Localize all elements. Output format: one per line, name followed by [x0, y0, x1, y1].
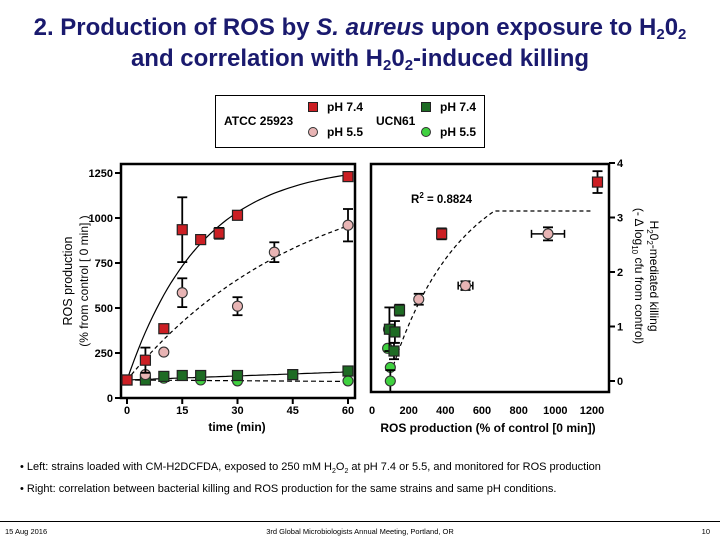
svg-text:(% from control [ 0 min] ): (% from control [ 0 min] )	[77, 215, 91, 346]
right-x-label: ROS production (% of control [0 min])	[380, 421, 595, 435]
legend-entry-ucn61-ph74: pH 7.4	[421, 100, 476, 114]
x-tick-label: 1000	[543, 405, 567, 417]
square-marker-icon	[176, 224, 188, 236]
circle-marker-icon	[459, 280, 472, 292]
y-tick-label: 500	[95, 303, 113, 315]
green-square-marker-icon	[421, 102, 431, 112]
x-tick-label: 800	[509, 405, 527, 417]
x-tick-label: 30	[231, 405, 243, 417]
y-tick-label: 0	[107, 393, 113, 405]
x-tick-label: 1200	[580, 405, 604, 417]
right-y-label: H202-mediated killing (- Δ log10 cfu fro…	[630, 208, 661, 344]
circle-marker-icon	[384, 375, 396, 387]
right-data-points	[382, 170, 604, 393]
chart-legend: ATCC 25923 pH 7.4 pH 5.5 UCN61 pH 7.4 pH…	[215, 95, 485, 148]
slide-title: 2. Production of ROS by S. aureus upon e…	[0, 12, 720, 74]
footer-page-number: 10	[701, 527, 710, 536]
slide-notes: • Left: strains loaded with CM-H2DCFDA, …	[20, 460, 710, 496]
x-tick-label: 60	[342, 405, 354, 417]
legend-entry-atcc-ph74: pH 7.4	[308, 100, 363, 114]
red-square-marker-icon	[308, 102, 318, 112]
square-marker-icon	[139, 354, 152, 366]
y-tick-label: 4	[617, 158, 624, 170]
left-x-axis: 0 15 30 45 60	[124, 398, 354, 417]
pink-circle-marker-icon	[308, 127, 318, 137]
y-tick-label: 1250	[89, 168, 113, 180]
species-name: S. aureus	[316, 14, 425, 41]
square-marker-icon	[231, 209, 244, 221]
x-tick-label: 600	[473, 405, 491, 417]
square-marker-icon	[121, 374, 133, 386]
svg-text:H202-mediated killing: H202-mediated killing	[645, 221, 661, 332]
footer-event: 3rd Global Microbiologists Annual Meetin…	[266, 527, 454, 536]
circle-marker-icon	[413, 293, 425, 305]
left-plot-frame	[119, 162, 357, 400]
bullet-left: • Left: strains loaded with CM-H2DCFDA, …	[20, 461, 601, 476]
left-data-points	[121, 171, 354, 387]
x-tick-label: 45	[287, 405, 299, 417]
square-marker-icon	[436, 228, 448, 240]
square-marker-icon	[176, 369, 188, 382]
legend-strain-ucn61: UCN61	[376, 114, 416, 128]
right-fit-curve	[390, 210, 592, 373]
y-tick-label: 2	[617, 267, 623, 279]
light-green-circle-marker-icon	[421, 127, 431, 137]
r-squared-annotation: R2 = 0.8824	[411, 191, 473, 206]
y-tick-label: 250	[95, 348, 113, 360]
right-plot-frame	[369, 162, 611, 394]
circle-marker-icon	[542, 228, 554, 240]
y-tick-label: 750	[95, 258, 113, 270]
legend-entry-atcc-ph55: pH 5.5	[308, 125, 363, 139]
square-marker-icon	[213, 227, 225, 239]
x-tick-label: 0	[369, 405, 375, 417]
right-x-axis: 0 200 400 600 800 1000 1200	[369, 405, 604, 417]
legend-entry-ucn61-ph55: pH 5.5	[421, 125, 476, 139]
square-marker-icon	[287, 369, 299, 381]
square-marker-icon	[389, 326, 401, 338]
footer-divider	[0, 521, 720, 522]
circle-marker-icon	[176, 287, 188, 299]
square-marker-icon	[158, 323, 170, 335]
square-marker-icon	[195, 234, 207, 246]
circle-marker-icon	[268, 246, 280, 258]
x-tick-label: 0	[124, 405, 130, 417]
left-y-label: ROS production (% from control [ 0 min] …	[61, 215, 91, 346]
square-marker-icon	[231, 369, 244, 382]
legend-strain-atcc: ATCC 25923	[224, 114, 294, 128]
left-y-axis: 0 250 500 750 1000 1250	[89, 168, 121, 405]
y-tick-label: 0	[617, 376, 623, 388]
bullet-right: • Right: correlation between bacterial k…	[20, 482, 557, 495]
x-tick-label: 15	[176, 405, 188, 417]
left-x-label: time (min)	[208, 420, 265, 434]
square-marker-icon	[342, 171, 354, 183]
right-y-axis: 0 1 2 3 4	[609, 158, 624, 388]
svg-text:ROS production: ROS production	[61, 236, 75, 325]
y-tick-label: 3	[617, 213, 623, 225]
svg-text:(- Δ log10 cfu from control): (- Δ log10 cfu from control)	[630, 208, 646, 344]
y-tick-label: 1	[617, 322, 623, 334]
square-marker-icon	[342, 365, 354, 377]
square-marker-icon	[393, 304, 406, 316]
square-marker-icon	[591, 176, 604, 188]
title-line-2: and correlation with H202-induced killin…	[130, 45, 590, 74]
circle-marker-icon	[342, 375, 354, 387]
x-tick-label: 200	[399, 405, 417, 417]
circle-marker-icon	[231, 300, 244, 312]
footer-date: 15 Aug 2016	[5, 527, 48, 536]
square-marker-icon	[195, 369, 207, 382]
circle-marker-icon	[158, 346, 170, 358]
square-marker-icon	[388, 345, 400, 357]
title-line-1: 2. Production of ROS by S. aureus upon e…	[33, 14, 687, 43]
circle-marker-icon	[342, 219, 354, 231]
square-marker-icon	[158, 370, 170, 382]
x-tick-label: 400	[436, 405, 454, 417]
y-tick-label: 1000	[89, 213, 113, 225]
